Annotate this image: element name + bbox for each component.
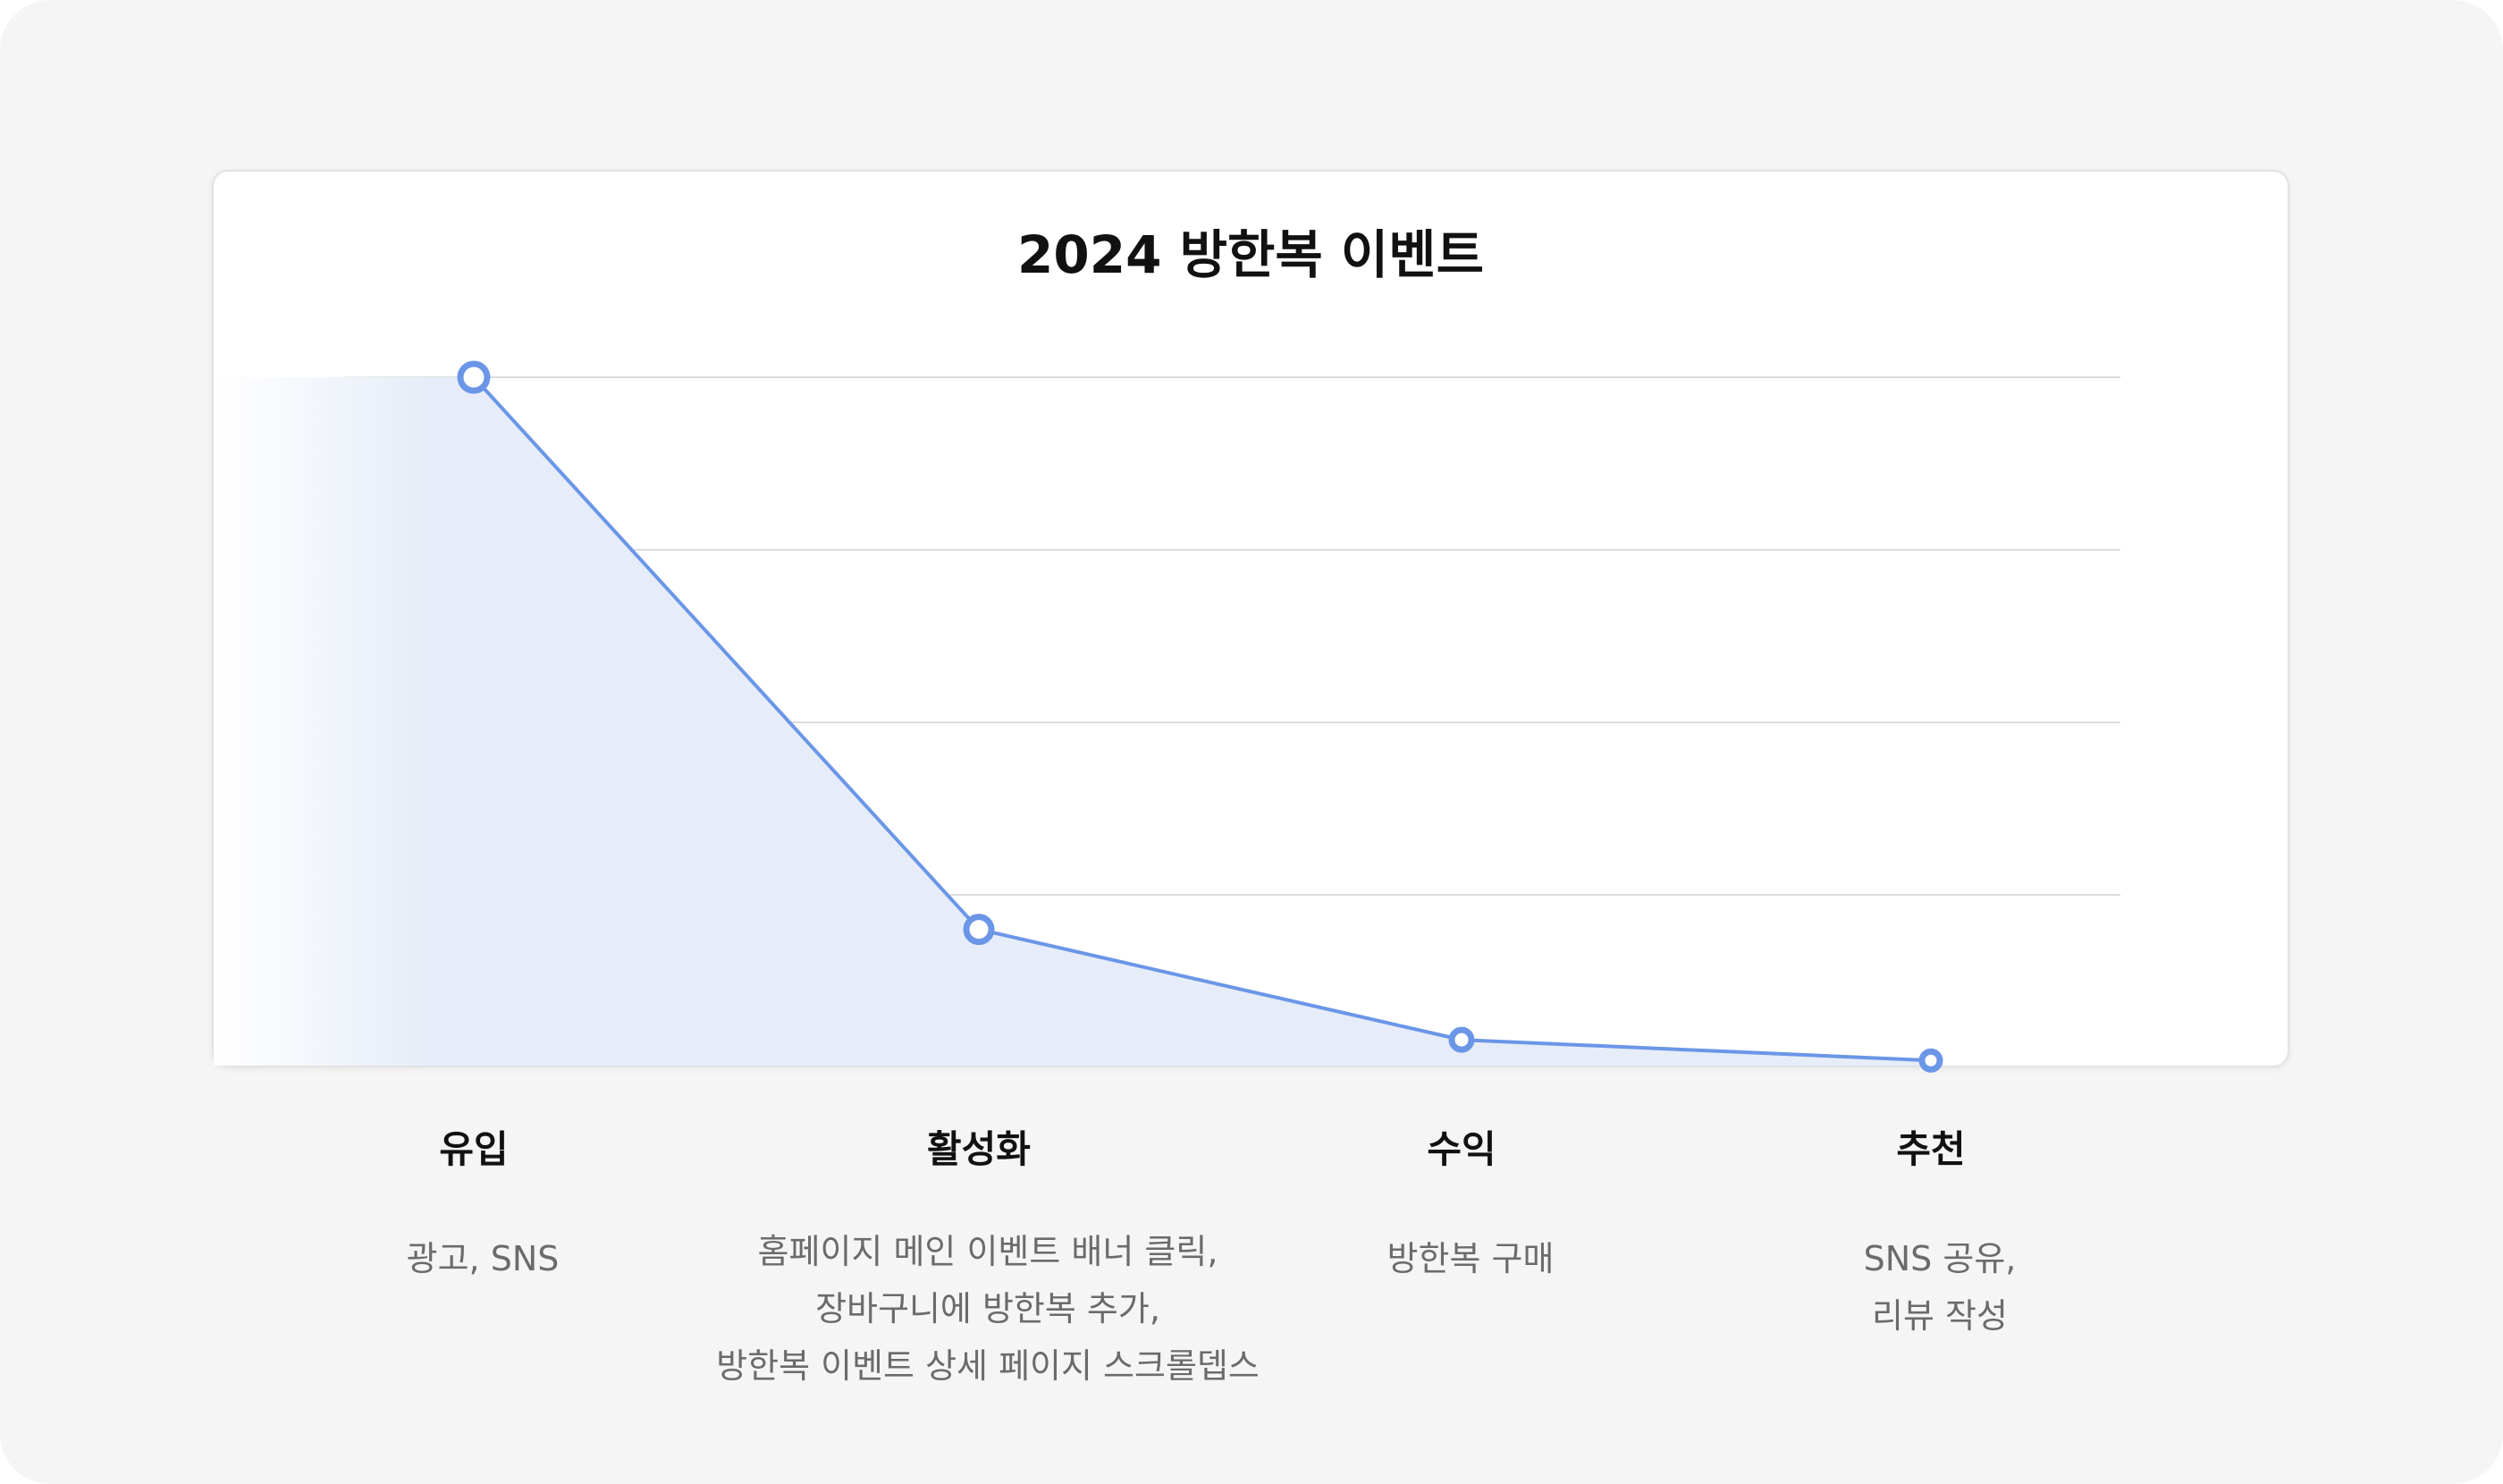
data-point-활성화 [963,914,995,946]
series-line [472,375,1932,1063]
series-area [214,377,1931,1066]
x-tick-label: 추천 [1896,1127,1966,1171]
chart-title: 2024 방한복 이벤트 [1017,224,1484,285]
marker-layer [457,360,1943,1073]
x-tick-label: 유입 [439,1127,509,1171]
line-layer [472,375,1932,1063]
x-tick-label: 수익 [1427,1127,1496,1171]
data-point-수익 [1448,1026,1475,1053]
data-point-유입 [457,360,491,394]
data-point-추천 [1918,1048,1943,1073]
stage-description: 홈페이지 메인 이벤트 배너 클릭, 장바구니에 방한복 추가, 방한복 이벤트… [716,1232,1260,1386]
stage-description: 방한복 구매 [1386,1239,1555,1278]
left-fade-overlay [214,367,428,1066]
x-tick-label: 활성화 [927,1127,1031,1171]
area-layer [214,377,1931,1066]
stage-description: SNS 공유, 리뷰 작성 [1863,1239,2017,1336]
stage-description: 광고, SNS [406,1239,560,1278]
